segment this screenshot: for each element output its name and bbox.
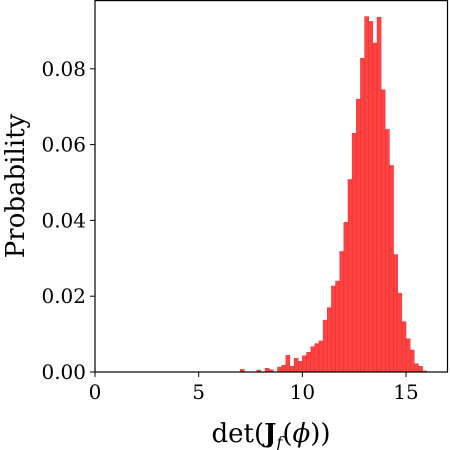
x-axis: 0 5 10 15: [89, 372, 419, 404]
histogram-bar: [322, 319, 328, 373]
x-axis-label-sub: f: [275, 433, 285, 450]
y-axis: 0.00 0.02 0.04 0.06 0.08: [41, 57, 95, 384]
histogram-bar: [302, 355, 307, 373]
x-axis-label-j: J: [262, 419, 276, 449]
histogram-bar: [306, 352, 311, 373]
histogram-bar: [356, 98, 361, 373]
histogram-bar: [368, 21, 374, 373]
histogram-bar: [314, 343, 320, 373]
histogram-bar: [351, 133, 357, 373]
histogram-bar: [327, 307, 332, 373]
histogram-bar: [393, 254, 398, 373]
histogram-bar: [318, 340, 324, 373]
y-tick-label: 0.02: [41, 284, 86, 308]
histogram-bar: [310, 346, 315, 373]
histogram-bar: [298, 361, 303, 373]
x-tick-label: 0: [89, 380, 102, 404]
y-tick-label: 0.06: [41, 133, 86, 157]
histogram-bar: [380, 89, 386, 373]
y-tick-label: 0.04: [41, 208, 86, 232]
histogram-bar: [347, 179, 353, 373]
histogram-bar: [418, 366, 423, 373]
y-tick-label: 0.08: [41, 57, 86, 81]
x-tick-label: 15: [393, 380, 418, 404]
histogram-bar: [405, 338, 411, 373]
histogram-bar: [285, 355, 291, 373]
histogram-bar: [360, 58, 365, 373]
x-axis-label-paren: (: [282, 419, 292, 449]
x-axis-label-phi: ϕ: [292, 419, 310, 449]
histogram-bar: [376, 17, 382, 373]
y-axis-label: Probability: [1, 113, 31, 258]
histogram-bar: [335, 280, 340, 373]
histogram-bar: [343, 222, 349, 373]
histogram-bar: [331, 285, 336, 373]
histogram-bar: [385, 129, 390, 373]
x-axis-label-close: )): [310, 419, 330, 449]
x-axis-label-det: det(: [211, 419, 264, 449]
x-axis-label: det(Jf(ϕ)): [211, 419, 330, 450]
histogram-bar: [293, 358, 299, 373]
x-tick-label: 5: [192, 380, 205, 404]
histogram-bar: [397, 292, 403, 373]
histogram-bar: [389, 165, 394, 373]
histogram-bar: [401, 321, 407, 373]
histogram-bar: [409, 349, 415, 373]
x-tick-label: 10: [290, 380, 315, 404]
histogram-bar: [277, 366, 282, 373]
histogram-bar: [339, 251, 345, 373]
bars-group: [239, 16, 427, 373]
histogram-bar: [414, 363, 419, 373]
plot-frame: [94, 0, 449, 373]
histogram-bar: [364, 16, 369, 373]
y-tick-label: 0.00: [41, 360, 86, 384]
histogram-bar: [289, 366, 295, 373]
histogram-bar: [281, 364, 286, 373]
histogram-bar: [372, 42, 378, 373]
